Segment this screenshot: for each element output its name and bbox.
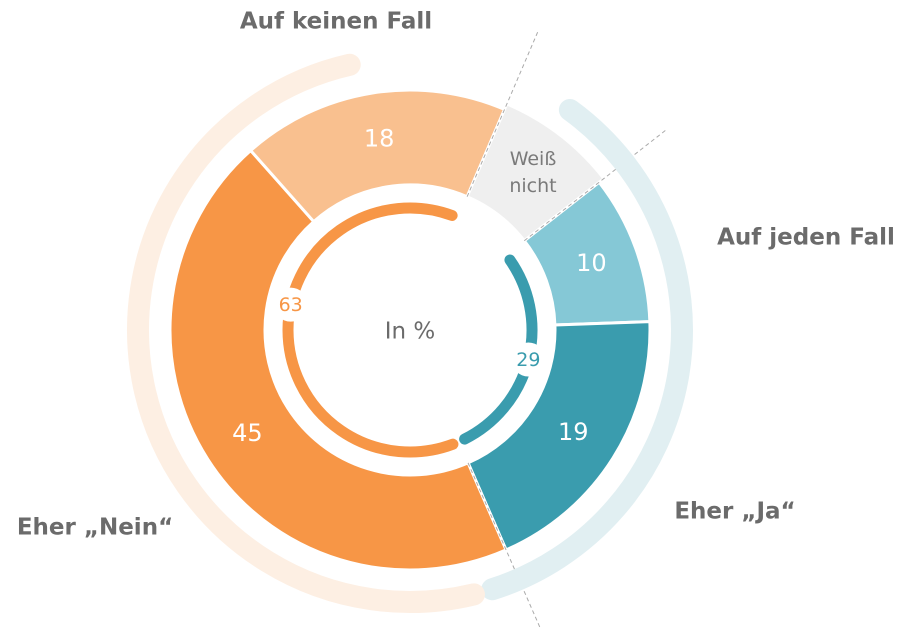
center-title: In % — [385, 319, 436, 345]
category-label: Auf keinen Fall — [240, 9, 432, 35]
divider — [523, 129, 667, 242]
divider — [466, 31, 539, 197]
value-label: 19 — [558, 418, 589, 446]
group-arc-bg — [481, 98, 693, 601]
group-arc — [282, 202, 459, 458]
divider — [467, 462, 541, 629]
category-label: Eher „Ja“ — [674, 499, 795, 525]
segment — [168, 148, 509, 572]
group-label-bg — [273, 287, 308, 322]
value-label: 45 — [232, 419, 263, 447]
category-label: Eher „Nein“ — [17, 515, 173, 541]
segment — [248, 88, 507, 224]
segment — [466, 320, 652, 552]
category-label: Auf jeden Fall — [717, 225, 895, 251]
group-arc-bg — [126, 53, 485, 613]
segment-label: Weiß nicht — [509, 148, 557, 197]
group-label-bg — [511, 342, 546, 377]
value-label: 18 — [364, 124, 395, 152]
value-label: 10 — [576, 249, 607, 277]
group-label: 63 — [279, 294, 303, 316]
group-label: 29 — [516, 349, 540, 371]
